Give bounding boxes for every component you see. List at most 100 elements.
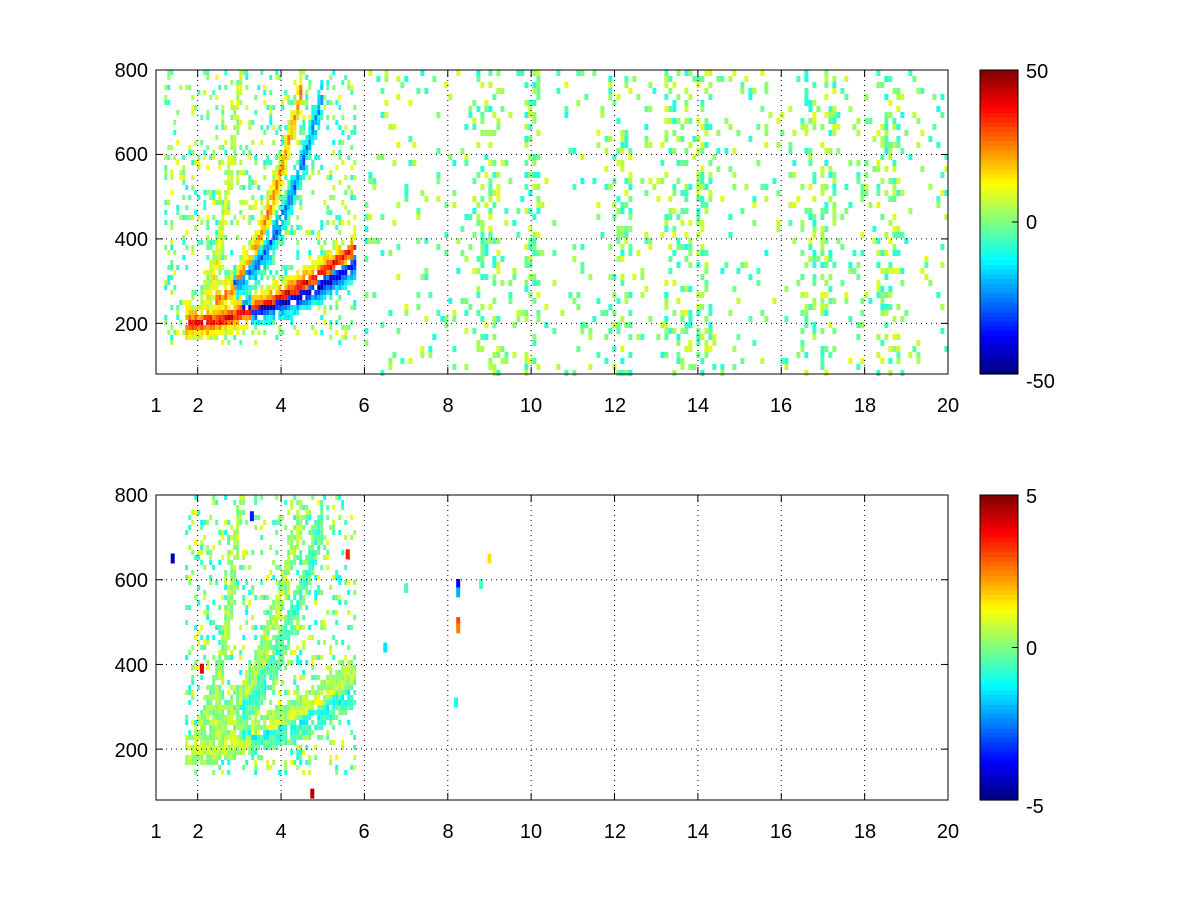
- top-heat-cell: [245, 310, 249, 315]
- bottom-heat-cell: [278, 655, 282, 660]
- bottom-heat-cell: [308, 545, 312, 550]
- top-heat-cell: [884, 148, 889, 154]
- top-heat-cell: [281, 330, 285, 335]
- bottom-heat-cell: [347, 720, 351, 725]
- top-heat-cell: [492, 322, 497, 328]
- top-heat-cell: [179, 85, 183, 90]
- top-heat-cell: [248, 240, 252, 245]
- top-heat-cell: [200, 310, 204, 315]
- top-heat-cell: [236, 325, 240, 330]
- top-heat-cell: [281, 300, 285, 305]
- bottom-heat-cell: [254, 625, 258, 630]
- top-heat-cell: [266, 240, 270, 245]
- top-heat-cell: [496, 190, 501, 196]
- bottom-heat-cell: [191, 665, 195, 670]
- top-heat-cell: [191, 110, 195, 115]
- top-heat-cell: [215, 275, 219, 280]
- top-heat-cell: [257, 220, 261, 225]
- top-heat-cell: [242, 300, 246, 305]
- bottom-heat-cell: [206, 605, 210, 610]
- bottom-heat-cell: [284, 725, 288, 730]
- bottom-heat-cell: [197, 600, 201, 605]
- top-heat-cell: [824, 226, 829, 232]
- top-heat-cell: [227, 280, 231, 285]
- bottom-colorbar-step: [980, 637, 1018, 644]
- top-heat-cell: [308, 80, 312, 85]
- top-heat-cell: [464, 160, 469, 166]
- top-heat-cell: [194, 160, 198, 165]
- bottom-heat-cell: [215, 695, 219, 700]
- bottom-heat-cell: [323, 535, 327, 540]
- top-heat-cell: [708, 178, 713, 184]
- bottom-heat-cell: [284, 570, 288, 575]
- bottom-heat-cell: [293, 715, 297, 720]
- top-heat-cell: [323, 260, 327, 265]
- top-heat-cell: [704, 88, 709, 94]
- top-heat-cell: [436, 148, 441, 154]
- bottom-heat-cell: [188, 525, 192, 530]
- top-heat-cell: [852, 250, 857, 256]
- top-heat-cell: [236, 235, 240, 240]
- top-heat-cell: [251, 320, 255, 325]
- bottom-heat-cell: [284, 615, 288, 620]
- top-heat-cell: [532, 112, 537, 118]
- top-heat-cell: [212, 215, 216, 220]
- bottom-heat-cell: [251, 725, 255, 730]
- bottom-heat-cell: [299, 535, 303, 540]
- top-heat-cell: [254, 300, 258, 305]
- bottom-heat-cell: [287, 550, 291, 555]
- bottom-heat-cell: [254, 685, 258, 690]
- top-heat-cell: [684, 184, 689, 190]
- top-heat-cell: [332, 195, 336, 200]
- top-heat-cell: [314, 155, 318, 160]
- top-heat-cell: [528, 292, 533, 298]
- top-heat-cell: [290, 185, 294, 190]
- bottom-heat-cell: [230, 615, 234, 620]
- top-heat-cell: [828, 250, 833, 256]
- top-heat-cell: [648, 82, 653, 88]
- top-colorbar-step: [980, 326, 1018, 332]
- top-heat-cell: [620, 142, 625, 148]
- top-heat-cell: [236, 90, 240, 95]
- top-heat-cell: [263, 90, 267, 95]
- bottom-heat-cell: [278, 700, 282, 705]
- bottom-heat-cell: [272, 745, 276, 750]
- top-heat-cell: [254, 160, 258, 165]
- top-heat-cell: [876, 292, 881, 298]
- top-heat-cell: [335, 100, 339, 105]
- bottom-heat-cell: [203, 640, 207, 645]
- top-heat-cell: [230, 140, 234, 145]
- top-heat-cell: [215, 330, 219, 335]
- top-heat-cell: [708, 70, 713, 76]
- top-heat-cell: [287, 275, 291, 280]
- top-heat-cell: [580, 244, 585, 250]
- bottom-heat-cell: [242, 600, 246, 605]
- bottom-colorbar-step: [980, 628, 1018, 634]
- top-heat-cell: [269, 260, 273, 265]
- top-heat-cell: [368, 70, 373, 76]
- top-heat-cell: [323, 250, 327, 255]
- top-heat-cell: [266, 300, 270, 305]
- bottom-heat-cell: [293, 605, 297, 610]
- top-heat-cell: [724, 262, 729, 268]
- top-heat-cell: [496, 196, 501, 202]
- top-heat-cell: [218, 290, 222, 295]
- top-heat-cell: [320, 270, 324, 275]
- top-heat-cell: [896, 136, 901, 142]
- bottom-heat-cell: [212, 655, 216, 660]
- top-heat-cell: [824, 208, 829, 214]
- top-heat-cell: [864, 190, 869, 196]
- top-heat-cell: [604, 358, 609, 364]
- top-heat-cell: [880, 214, 885, 220]
- top-heat-cell: [560, 310, 565, 316]
- bottom-heat-cell: [212, 695, 216, 700]
- bottom-heat-cell: [317, 690, 321, 695]
- top-heat-cell: [616, 148, 621, 154]
- top-heat-cell: [188, 310, 192, 315]
- top-heat-cell: [302, 115, 306, 120]
- bottom-heat-cell: [305, 570, 309, 575]
- bottom-heat-cell: [326, 505, 330, 510]
- top-heat-cell: [299, 85, 303, 90]
- top-heat-cell: [600, 310, 605, 316]
- bottom-heat-cell: [287, 610, 291, 615]
